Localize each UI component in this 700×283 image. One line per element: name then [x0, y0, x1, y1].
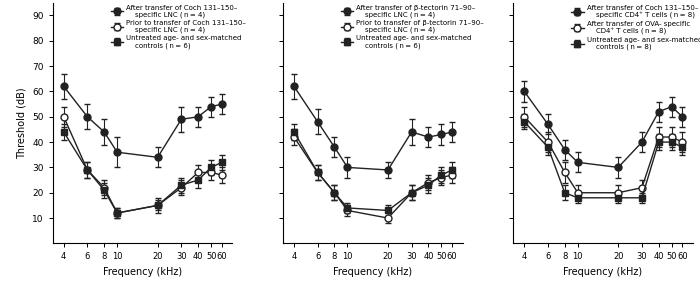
- Y-axis label: Threshold (dB): Threshold (dB): [16, 87, 27, 159]
- X-axis label: Frequency (kHz): Frequency (kHz): [333, 267, 412, 277]
- Legend: After transfer of Coch 131–150–
    specific CD4⁺ T cells ( n = 8), After transf: After transfer of Coch 131–150– specific…: [570, 4, 700, 51]
- X-axis label: Frequency (kHz): Frequency (kHz): [103, 267, 182, 277]
- Legend: After transfer of β-tectorin 71–90–
    specific LNC ( n = 4), Prior to transfer: After transfer of β-tectorin 71–90– spec…: [340, 4, 484, 49]
- Legend: After transfer of Coch 131–150–
    specific LNC ( n = 4), Prior to transfer of : After transfer of Coch 131–150– specific…: [110, 4, 246, 49]
- X-axis label: Frequency (kHz): Frequency (kHz): [564, 267, 643, 277]
